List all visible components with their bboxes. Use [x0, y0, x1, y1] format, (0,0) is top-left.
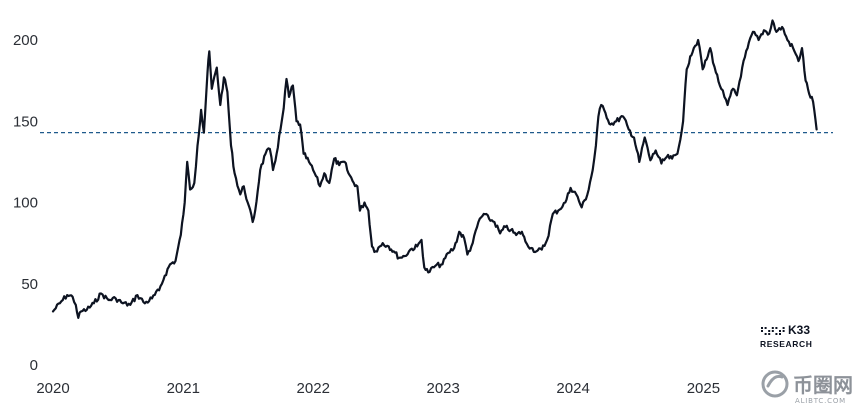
logo-dots-mark — [761, 327, 785, 335]
watermark-subtext: ALIBTC.COM — [795, 397, 846, 405]
y-tick-label: 100 — [13, 195, 38, 212]
watermark-logo-icon — [761, 370, 789, 398]
x-tick-label: 2021 — [167, 380, 200, 397]
logo-dot — [782, 330, 785, 332]
x-tick-label: 2024 — [556, 380, 589, 397]
k33-research-logo: K33 RESEARCH — [760, 323, 813, 349]
logo-dot — [771, 330, 774, 332]
logo-text-bottom: RESEARCH — [760, 339, 813, 349]
logo-dot — [771, 327, 774, 329]
logo-dot — [775, 327, 778, 329]
logo-dot — [779, 330, 781, 332]
watermark-text: 币圈网 — [793, 373, 853, 397]
x-tick-label: 2025 — [687, 380, 720, 397]
logo-dot — [764, 327, 767, 329]
x-tick-label: 2020 — [36, 380, 69, 397]
logo-dot — [782, 327, 785, 329]
watermark: 币圈网 ALIBTC.COM — [761, 370, 853, 405]
logo-dot — [761, 330, 763, 332]
logo-dot — [768, 330, 771, 332]
y-tick-label: 150 — [13, 113, 38, 130]
y-axis-tick-labels: 0 50 100 150 200 — [13, 32, 38, 374]
x-tick-label: 2022 — [297, 380, 330, 397]
y-tick-label: 200 — [13, 32, 38, 49]
logo-text-top: K33 — [788, 323, 810, 337]
logo-dot — [768, 333, 771, 335]
logo-dot — [761, 327, 763, 329]
logo-dot — [764, 333, 767, 335]
series-line — [51, 19, 818, 319]
logo-dot — [775, 333, 778, 335]
logo-dot — [779, 333, 781, 335]
y-tick-label: 0 — [30, 357, 38, 374]
y-tick-label: 50 — [21, 276, 38, 293]
x-tick-label: 2023 — [426, 380, 459, 397]
x-axis-tick-labels: 2020 2021 2022 2023 2024 2025 — [36, 380, 720, 397]
